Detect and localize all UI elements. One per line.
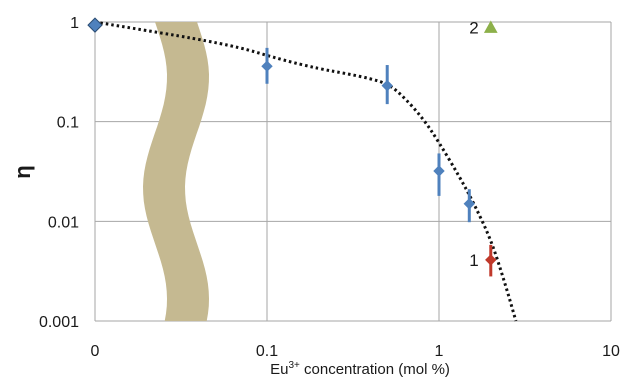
- fit-curve: [94, 20, 518, 322]
- y-tick-label: 0.1: [57, 115, 79, 132]
- axis-break-layer: [143, 22, 209, 321]
- labels-layer: 0 0.1 1 10 1 0.1 0.01 0.001 1 2: [39, 15, 620, 360]
- data-point-diamond: [485, 254, 497, 266]
- data-point-diamond: [463, 198, 475, 210]
- point-annotation: 2: [469, 19, 478, 38]
- x-tick-label: 0: [91, 343, 100, 360]
- x-axis-title-suffix: concentration (mol %): [300, 361, 450, 378]
- x-tick-label: 1: [435, 343, 444, 360]
- axis-break-band: [143, 22, 209, 321]
- data-point-diamond: [261, 60, 273, 72]
- y-axis-title: η: [10, 165, 35, 178]
- fit-curve-layer: [94, 20, 518, 322]
- data-point-triangle: [483, 20, 498, 33]
- y-tick-label: 1: [70, 15, 79, 32]
- data-point-diamond: [87, 17, 103, 33]
- y-tick-label: 0.001: [39, 314, 79, 331]
- x-axis-title-prefix: Eu: [270, 361, 288, 378]
- x-tick-label: 10: [602, 343, 620, 360]
- data-points-layer: [87, 17, 498, 277]
- y-tick-label: 0.01: [48, 214, 79, 231]
- data-point-diamond: [381, 79, 393, 92]
- data-point-diamond: [433, 165, 445, 177]
- x-tick-label: 0.1: [256, 343, 278, 360]
- x-axis-title-superscript: 3+: [288, 360, 300, 371]
- point-annotation: 1: [469, 251, 478, 270]
- x-axis-title: Eu3+ concentration (mol %): [270, 360, 450, 378]
